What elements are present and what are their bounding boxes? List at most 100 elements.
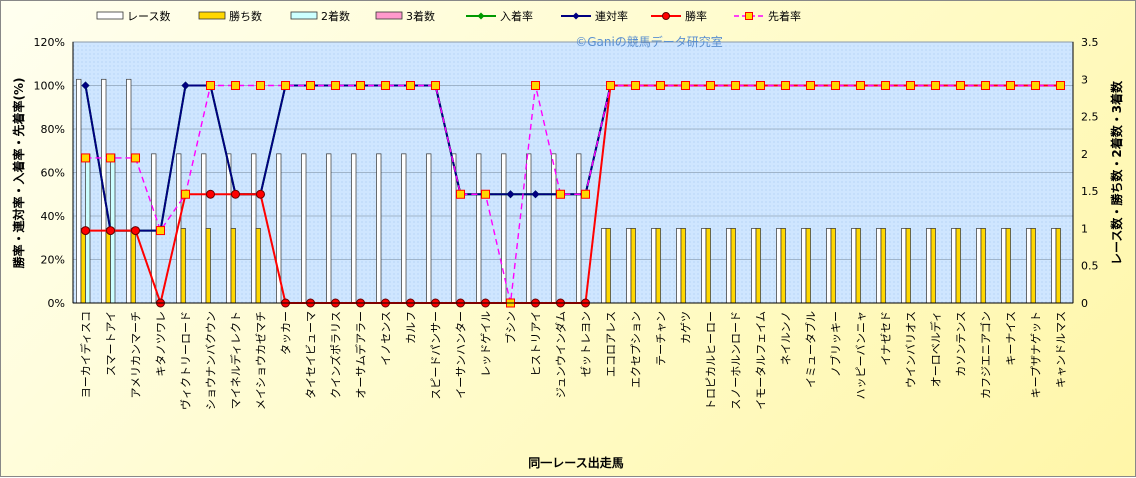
bar-勝ち数 xyxy=(980,228,986,304)
bar-レース数 xyxy=(851,228,857,304)
right-tick-label: 2.5 xyxy=(1081,111,1099,124)
category-label: ウインバリオス xyxy=(905,311,918,388)
bar-レース数 xyxy=(626,228,632,304)
right-tick-label: 2 xyxy=(1081,148,1088,161)
bar-レース数 xyxy=(901,228,907,304)
bar-レース数 xyxy=(201,153,207,304)
point-先着率 xyxy=(1031,81,1040,90)
bar-勝ち数 xyxy=(830,228,836,304)
point-先着率 xyxy=(831,81,840,90)
point-勝率 xyxy=(106,226,115,236)
point-連対率 xyxy=(81,81,90,90)
category-labels: ヨーカイディスコ スマートアイ アメリカンマーチ キタノツワレ ヴィクトリーロード ショウ… xyxy=(79,311,1068,410)
bar-レース数 xyxy=(826,228,832,304)
category-label: ヴィクトリーロード xyxy=(179,311,193,410)
bar-レース数 xyxy=(726,228,732,304)
bar-レース数 xyxy=(951,228,957,304)
right-tick-label: 0 xyxy=(1081,297,1088,310)
left-tick-label: 0% xyxy=(48,297,65,310)
left-tick-label: 20% xyxy=(41,254,65,267)
legend-label: レース数 xyxy=(127,10,170,23)
bar-勝ち数 xyxy=(930,228,936,304)
bar-レース数 xyxy=(1001,228,1007,304)
category-label: ブシン xyxy=(504,311,518,344)
point-先着率 xyxy=(756,81,765,90)
point-先着率 xyxy=(731,81,740,90)
bar-勝ち数 xyxy=(1005,228,1011,304)
bar-レース数 xyxy=(1051,228,1057,304)
bar-レース数 xyxy=(651,228,657,304)
bar-勝ち数 xyxy=(255,228,261,304)
bar-レース数 xyxy=(476,153,482,304)
bar-レース数 xyxy=(551,153,557,304)
point-先着率 xyxy=(531,81,540,90)
point-先着率 xyxy=(556,189,565,199)
bar-レース数 xyxy=(526,153,532,304)
category-label: カソンテンス xyxy=(955,311,968,377)
bar-レース数 xyxy=(676,228,682,304)
category-label: カルフ xyxy=(405,311,418,344)
bar-勝ち数 xyxy=(180,228,186,304)
category-label: テーチャン xyxy=(655,311,668,366)
point-先着率 xyxy=(956,81,965,90)
bar-勝ち数 xyxy=(230,228,236,304)
axes-layer: 0% 20% 40% 60% 80% 100% 120% 0 0.5 1 1.5 2 2.5 3 3.5 xyxy=(34,36,1099,310)
point-先着率 xyxy=(381,81,390,90)
legend-label: 入着率 xyxy=(500,9,533,23)
legend-marker xyxy=(477,12,485,20)
category-label: ショウナンバクウン xyxy=(205,311,218,410)
bar-勝ち数 xyxy=(630,228,636,304)
category-label: オーロベルディ xyxy=(929,311,943,387)
legend-label: 勝ち数 xyxy=(229,9,262,23)
point-先着率 xyxy=(881,81,890,90)
watermark: ©Ganiの競馬データ研究室 xyxy=(575,34,723,49)
category-label: イーサンハンター xyxy=(455,311,468,399)
bar-レース数 xyxy=(426,153,432,304)
left-tick-label: 40% xyxy=(41,210,65,223)
category-label: クインズポラリス xyxy=(329,311,343,399)
category-label: ノブリッキー xyxy=(829,311,843,377)
left-tick-label: 60% xyxy=(41,167,65,180)
category-label: スマートアイ xyxy=(105,311,118,376)
bar-勝ち数 xyxy=(855,228,861,304)
category-label: タイセイビューマ xyxy=(305,311,318,399)
category-label: イモータルフェイム xyxy=(755,311,768,410)
x-axis-title: 同一レース出走馬 xyxy=(528,455,623,470)
category-label: キープザナゲット xyxy=(1030,311,1043,398)
bar-勝ち数 xyxy=(205,228,211,304)
point-先着率 xyxy=(856,81,865,90)
bar-レース数 xyxy=(326,153,332,304)
point-連対率 xyxy=(531,190,540,199)
bar-レース数 xyxy=(876,228,882,304)
point-先着率 xyxy=(231,81,240,90)
category-label: ゼットレヨン xyxy=(580,311,593,377)
bar-レース数 xyxy=(601,228,607,304)
category-label: エクセプション xyxy=(630,311,643,388)
point-先着率 xyxy=(256,81,265,90)
legend-swatch xyxy=(375,11,403,20)
right-tick-label: 3 xyxy=(1081,73,1088,86)
category-label: ヨーカイディスコ xyxy=(79,311,93,398)
point-先着率 xyxy=(106,153,115,163)
point-先着率 xyxy=(656,81,665,90)
left-tick-label: 120% xyxy=(34,36,65,49)
point-先着率 xyxy=(806,81,815,90)
category-label: オーサムデアラー xyxy=(354,311,368,399)
category-label: メイショウカゼマチ xyxy=(255,311,268,410)
point-勝率 xyxy=(231,189,240,199)
left-tick-label: 100% xyxy=(34,80,65,93)
legend-swatch xyxy=(96,11,124,20)
point-先着率 xyxy=(631,81,640,90)
point-先着率 xyxy=(481,189,490,199)
bar-レース数 xyxy=(126,78,132,304)
point-先着率 xyxy=(681,81,690,90)
point-先着率 xyxy=(606,81,615,90)
legend-marker xyxy=(745,12,753,20)
category-label: レッドゲイル xyxy=(480,311,493,377)
point-先着率 xyxy=(306,81,315,90)
category-label: ジュンウインダム xyxy=(554,311,568,398)
point-先着率 xyxy=(131,153,140,163)
bar-レース数 xyxy=(226,153,232,304)
point-先着率 xyxy=(356,81,365,90)
